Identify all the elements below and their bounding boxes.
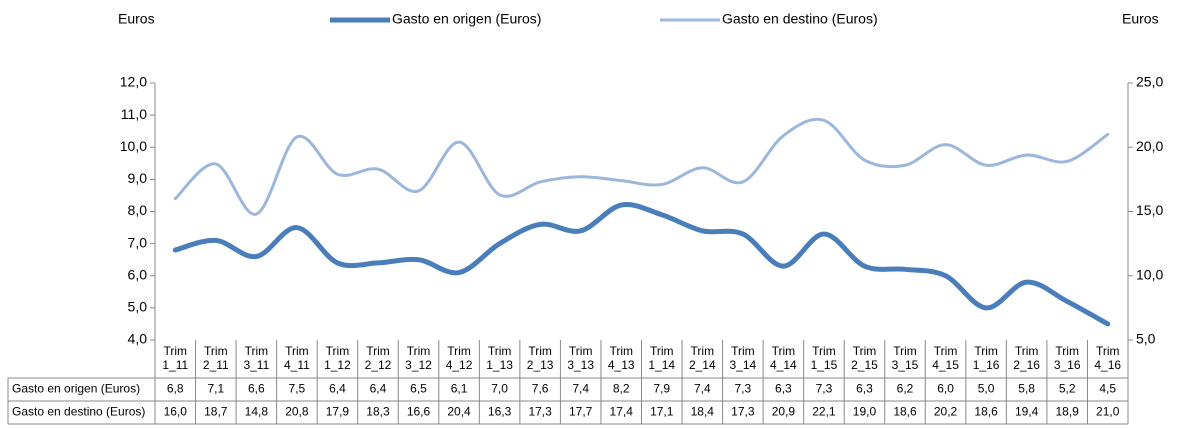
table-cell: 16,6 — [407, 405, 431, 419]
x-tick-label: Trim 1_14 — [648, 344, 676, 372]
table-cell: 22,1 — [812, 405, 836, 419]
table-cell: 6,2 — [897, 382, 914, 396]
table-cell: 18,3 — [366, 405, 390, 419]
y2-tick-label: 15,0 — [1136, 202, 1163, 218]
x-tick-label: Trim 2_14 — [688, 344, 716, 372]
table-cell: 6,5 — [410, 382, 427, 396]
table-cell: 6,6 — [248, 382, 265, 396]
table-cell: 20,8 — [285, 405, 309, 419]
table-cell: 16,3 — [488, 405, 512, 419]
table-cell: 17,1 — [650, 405, 674, 419]
y-axis-title: Euros — [118, 11, 155, 27]
x-tick-label: Trim 1_11 — [162, 344, 189, 372]
table-cell: 7,5 — [289, 382, 306, 396]
legend-label: Gasto en destino (Euros) — [722, 11, 878, 27]
x-tick-label: Trim 3_14 — [729, 344, 757, 372]
x-tick-label: Trim 2_16 — [1013, 344, 1040, 372]
table-cell: 18,4 — [691, 405, 715, 419]
table-cell: 19,4 — [1015, 405, 1039, 419]
x-tick-label: Trim 2_11 — [202, 344, 229, 372]
table-cell: 7,0 — [491, 382, 508, 396]
y2-axis-title: Euros — [1122, 11, 1159, 27]
table-cell: 20,4 — [447, 405, 471, 419]
table-cell: 18,6 — [893, 405, 917, 419]
table-cell: 7,9 — [653, 382, 670, 396]
table-cell: 20,9 — [772, 405, 796, 419]
table-cell: 7,3 — [735, 382, 752, 396]
y-tick-label: 11,0 — [121, 106, 147, 122]
table-cell: 18,6 — [974, 405, 998, 419]
x-tick-label: Trim 4_12 — [445, 344, 473, 372]
table-cell: 6,8 — [167, 382, 184, 396]
series-line — [173, 117, 1110, 216]
x-tick-label: Trim 2_12 — [364, 344, 392, 372]
y-tick-label: 10,0 — [120, 138, 147, 154]
table-cell: 7,4 — [572, 382, 589, 396]
table-cell: 16,0 — [164, 405, 188, 419]
x-tick-label: Trim 2_13 — [526, 344, 554, 372]
x-tick-label: Trim 2_15 — [851, 344, 878, 372]
table-cell: 5,0 — [978, 382, 995, 396]
table-cell: 7,3 — [816, 382, 833, 396]
table-cell: 14,8 — [245, 405, 269, 419]
table-cell: 6,3 — [775, 382, 792, 396]
table-cell: 6,4 — [329, 382, 346, 396]
table-cell: 18,7 — [204, 405, 228, 419]
x-tick-label: Trim 3_15 — [891, 344, 919, 372]
table-cell: 6,3 — [856, 382, 873, 396]
x-tick-label: Trim 3_16 — [1053, 344, 1081, 372]
table-row-label: Gasto en destino (Euros) — [12, 405, 145, 419]
y-tick-label: 8,0 — [128, 202, 148, 218]
y2-tick-label: 25,0 — [1136, 74, 1163, 90]
table-cell: 17,4 — [610, 405, 634, 419]
table-cell: 6,4 — [370, 382, 387, 396]
x-tick-label: Trim 1_12 — [324, 344, 351, 372]
legend-label: Gasto en origen (Euros) — [392, 11, 541, 27]
table-cell: 4,5 — [1099, 382, 1116, 396]
table-cell: 17,3 — [731, 405, 755, 419]
y-tick-label: 4,0 — [128, 331, 148, 347]
table-cell: 7,1 — [207, 382, 224, 396]
table-cell: 5,2 — [1059, 382, 1076, 396]
x-tick-label: Trim 1_13 — [486, 344, 513, 372]
table-cell: 17,7 — [569, 405, 593, 419]
x-tick-label: Trim 4_15 — [932, 344, 959, 372]
y2-tick-label: 5,0 — [1136, 331, 1156, 347]
table-cell: 7,4 — [694, 382, 711, 396]
table-cell: 18,9 — [1056, 405, 1080, 419]
x-tick-label: Trim 4_14 — [770, 344, 797, 372]
table-cell: 5,8 — [1018, 382, 1035, 396]
y-tick-label: 12,0 — [120, 74, 147, 90]
x-tick-label: Trim 4_16 — [1094, 344, 1122, 372]
table-cell: 8,2 — [613, 382, 630, 396]
x-tick-label: Trim 3_13 — [567, 344, 595, 372]
table-cell: 17,9 — [326, 405, 350, 419]
x-tick-label: Trim 3_12 — [405, 344, 432, 372]
x-tick-label: Trim 4_11 — [283, 344, 310, 372]
table-cell: 6,0 — [937, 382, 954, 396]
table-cell: 19,0 — [853, 405, 877, 419]
table-row-label: Gasto en origen (Euros) — [12, 382, 140, 396]
table-cell: 20,2 — [934, 405, 958, 419]
x-tick-label: Trim 1_16 — [972, 344, 1000, 372]
table-cell: 21,0 — [1096, 405, 1120, 419]
y-tick-label: 7,0 — [128, 234, 148, 250]
x-tick-label: Trim 1_15 — [810, 344, 838, 372]
table-cell: 6,1 — [451, 382, 468, 396]
x-tick-label: Trim 3_11 — [243, 344, 270, 372]
y-tick-label: 6,0 — [128, 266, 148, 282]
table-cell: 7,6 — [532, 382, 549, 396]
y-tick-label: 5,0 — [128, 299, 148, 315]
y2-tick-label: 20,0 — [1136, 138, 1163, 154]
x-tick-label: Trim 4_13 — [607, 344, 635, 372]
y2-tick-label: 10,0 — [1136, 266, 1163, 282]
table-cell: 17,3 — [528, 405, 552, 419]
y-tick-label: 9,0 — [128, 170, 148, 186]
series-line — [172, 202, 1111, 327]
